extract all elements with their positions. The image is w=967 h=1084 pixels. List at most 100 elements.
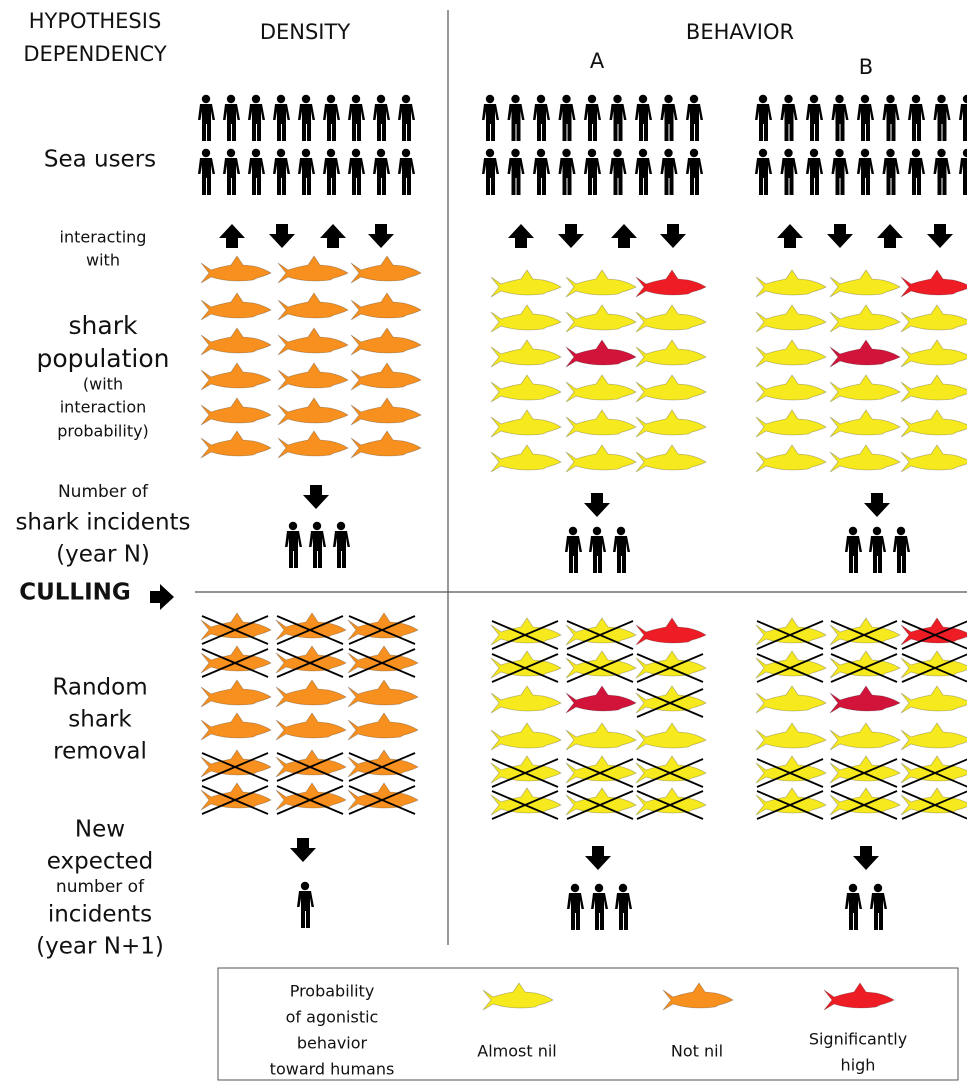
person-body: [198, 104, 215, 141]
person-body: [635, 104, 652, 141]
label: of agonistic: [286, 1008, 379, 1027]
person-head: [251, 148, 261, 158]
shark-icon: [565, 339, 637, 368]
person-head: [376, 148, 386, 158]
person-head: [784, 148, 793, 158]
shark-icon: [277, 430, 349, 459]
shark-icon: [277, 362, 349, 391]
shark-icon: [900, 374, 967, 403]
shark-icon: [900, 444, 967, 473]
person-head: [911, 148, 921, 158]
person-body: [857, 104, 874, 141]
cross: [201, 648, 269, 678]
shark-icon: [900, 269, 967, 298]
person-icon: [831, 148, 849, 195]
person-body: [845, 536, 862, 573]
person-head: [301, 94, 311, 104]
shark-icon: [900, 409, 967, 438]
shark-icon: [900, 339, 967, 368]
shark-icon: [565, 755, 637, 784]
person-body: [845, 893, 862, 930]
person-head: [536, 94, 546, 104]
person-head: [226, 94, 236, 104]
person-icon: [686, 148, 703, 195]
shark-icon: [275, 679, 347, 708]
person-icon: [567, 883, 584, 930]
person-icon: [660, 148, 678, 195]
person-icon: [558, 94, 576, 141]
person-icon: [959, 148, 967, 195]
arrow-icon: [508, 224, 534, 248]
shark-icon: [277, 255, 349, 284]
person-body: [882, 104, 900, 141]
person-head: [587, 148, 597, 158]
person-body: [609, 104, 627, 141]
label: New: [75, 817, 125, 843]
person-head: [618, 883, 628, 893]
shark-icon: [755, 787, 827, 816]
label: incidents: [48, 902, 152, 928]
shark-icon: [200, 679, 272, 708]
shark-icon: [347, 712, 419, 741]
person-icon: [615, 883, 632, 930]
shark-icon: [565, 374, 637, 403]
person-icon: [613, 526, 630, 573]
person-icon: [248, 94, 265, 141]
person-body: [373, 158, 390, 195]
person-icon: [348, 94, 365, 141]
shark-icon: [200, 782, 272, 811]
cross: [348, 615, 416, 645]
shark-icon: [565, 617, 637, 646]
person-body: [348, 104, 365, 141]
shark-icon: [490, 409, 562, 438]
person-icon: [198, 94, 215, 141]
shark-icon: [635, 755, 707, 784]
person-head: [594, 883, 604, 893]
shark-icon: [347, 749, 419, 778]
arrow-icon: [320, 224, 346, 248]
cross: [636, 688, 704, 718]
shark-icon: [823, 982, 895, 1011]
arrow-icon: [611, 224, 637, 248]
label: HYPOTHESIS: [29, 9, 162, 33]
shark-icon: [565, 304, 637, 333]
person-icon: [870, 883, 887, 930]
shark-icon: [200, 749, 272, 778]
label: CULLING: [19, 580, 131, 606]
shark-icon: [829, 617, 901, 646]
shark-icon: [350, 397, 422, 426]
person-head: [562, 94, 571, 104]
cross: [636, 790, 704, 820]
person-head: [485, 148, 495, 158]
person-body: [613, 536, 630, 573]
person-icon: [198, 148, 215, 195]
shark-icon: [829, 374, 901, 403]
cross: [636, 653, 704, 683]
person-body: [893, 536, 910, 573]
arrow-icon: [290, 838, 316, 862]
shark-icon: [635, 339, 707, 368]
shark-icon: [755, 409, 827, 438]
person-head: [276, 94, 286, 104]
person-body: [398, 104, 415, 141]
shark-icon: [755, 304, 827, 333]
person-body: [959, 158, 967, 195]
shark-icon: [565, 269, 637, 298]
person-body: [882, 158, 900, 195]
person-icon: [533, 94, 550, 141]
person-head: [326, 94, 336, 104]
person-head: [201, 94, 211, 104]
shark-icon: [755, 722, 827, 751]
person-head: [937, 148, 946, 158]
person-body: [755, 104, 772, 141]
person-head: [511, 94, 520, 104]
person-icon: [507, 94, 525, 141]
person-head: [758, 148, 768, 158]
label: B: [859, 55, 873, 79]
person-head: [251, 94, 261, 104]
cross: [566, 620, 634, 650]
person-icon: [565, 526, 582, 573]
person-head: [784, 94, 793, 104]
person-body: [806, 104, 823, 141]
shark-icon: [200, 362, 272, 391]
